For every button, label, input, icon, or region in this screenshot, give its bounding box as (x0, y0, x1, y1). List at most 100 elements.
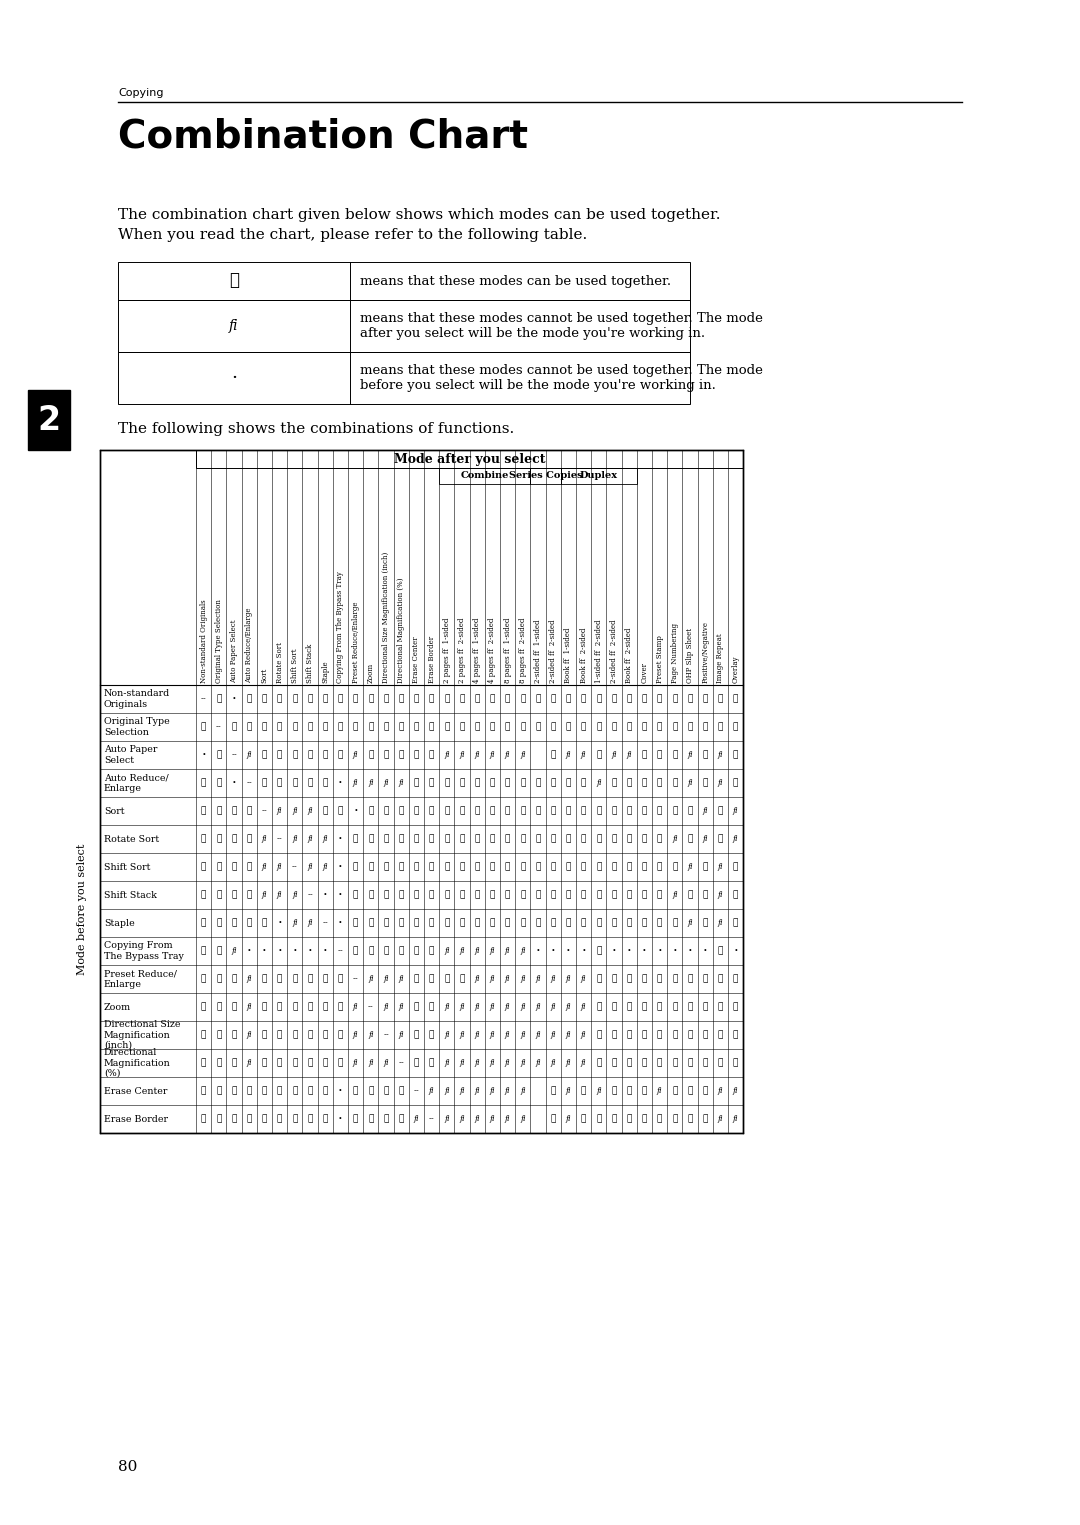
Text: ☆: ☆ (276, 1115, 282, 1124)
Text: ☆: ☆ (261, 723, 267, 732)
Text: ☆: ☆ (489, 918, 495, 927)
Bar (530, 468, 561, 483)
Text: ☆: ☆ (229, 273, 239, 290)
Text: ☆: ☆ (444, 891, 449, 900)
Text: ☆: ☆ (383, 834, 389, 843)
Text: fi: fi (474, 1058, 480, 1068)
Text: ☆: ☆ (444, 974, 449, 984)
Text: ☆: ☆ (718, 1031, 724, 1040)
Text: ·: · (231, 369, 238, 387)
Text: ☆: ☆ (596, 750, 602, 759)
Text: ☆: ☆ (429, 723, 434, 732)
Text: ☆: ☆ (596, 1058, 602, 1068)
Text: ☆: ☆ (733, 974, 739, 984)
Text: ☆: ☆ (292, 694, 297, 703)
Text: ☆: ☆ (201, 1031, 206, 1040)
Text: fi: fi (596, 1087, 602, 1095)
Text: ☆: ☆ (276, 750, 282, 759)
Text: ·: · (293, 944, 297, 958)
Text: ☆: ☆ (399, 834, 404, 843)
Text: Directional Size
Magnification
(inch): Directional Size Magnification (inch) (104, 1020, 180, 1049)
Text: fi: fi (611, 750, 617, 759)
Text: ☆: ☆ (323, 807, 328, 816)
Text: ☆: ☆ (323, 1115, 328, 1124)
Text: Zoom: Zoom (104, 1002, 131, 1011)
Text: ☆: ☆ (626, 807, 632, 816)
Text: ☆: ☆ (611, 918, 617, 927)
Text: ☆: ☆ (596, 918, 602, 927)
Text: fi: fi (353, 1031, 359, 1039)
Text: ·: · (338, 888, 342, 901)
Text: fi: fi (474, 1031, 480, 1039)
Text: fi: fi (566, 1115, 571, 1122)
Text: ☆: ☆ (626, 723, 632, 732)
Text: fi: fi (536, 974, 541, 984)
Text: ☆: ☆ (368, 1086, 374, 1095)
Text: ☆: ☆ (308, 1002, 313, 1011)
Text: ☆: ☆ (261, 750, 267, 759)
Text: fi: fi (307, 807, 313, 814)
Text: ☆: ☆ (429, 1002, 434, 1011)
Text: fi: fi (566, 1087, 571, 1095)
Text: 4 pages ff  1-sided: 4 pages ff 1-sided (473, 618, 482, 683)
Text: ☆: ☆ (657, 1002, 662, 1011)
Text: fi: fi (261, 836, 267, 843)
Text: ☆: ☆ (626, 694, 632, 703)
Text: --: -- (261, 807, 267, 814)
Text: Auto Reduce/
Enlarge: Auto Reduce/ Enlarge (104, 773, 168, 793)
Text: ☆: ☆ (626, 1058, 632, 1068)
Text: ☆: ☆ (246, 1115, 252, 1124)
Text: fi: fi (551, 1031, 556, 1039)
Text: ☆: ☆ (399, 694, 404, 703)
Text: ☆: ☆ (383, 1086, 389, 1095)
Text: Non-standard Originals: Non-standard Originals (200, 599, 207, 683)
Text: Duplex: Duplex (580, 471, 618, 480)
Text: ☆: ☆ (626, 1002, 632, 1011)
Text: ☆: ☆ (323, 1031, 328, 1040)
Text: fi: fi (521, 947, 526, 955)
Text: ☆: ☆ (261, 974, 267, 984)
Text: ☆: ☆ (657, 723, 662, 732)
Text: Shift Stack: Shift Stack (306, 644, 314, 683)
Text: ☆: ☆ (474, 723, 480, 732)
Text: ☆: ☆ (353, 1115, 359, 1124)
Text: fi: fi (551, 974, 556, 984)
Text: ☆: ☆ (444, 834, 449, 843)
Text: fi: fi (566, 1003, 571, 1011)
Text: ☆: ☆ (566, 834, 571, 843)
Text: ☆: ☆ (216, 1115, 221, 1124)
Text: fi: fi (717, 920, 724, 927)
Text: ☆: ☆ (216, 778, 221, 787)
Text: ☆: ☆ (383, 863, 389, 871)
Text: ☆: ☆ (292, 1002, 297, 1011)
Text: fi: fi (702, 807, 708, 814)
Text: ☆: ☆ (611, 778, 617, 787)
Text: ☆: ☆ (201, 834, 206, 843)
Text: fi: fi (566, 1031, 571, 1039)
Text: ☆: ☆ (338, 1002, 343, 1011)
Text: fi: fi (459, 1031, 464, 1039)
Text: ☆: ☆ (246, 891, 252, 900)
Text: ☆: ☆ (489, 778, 495, 787)
Text: ☆: ☆ (383, 947, 389, 956)
Text: ☆: ☆ (702, 1086, 707, 1095)
Text: ☆: ☆ (383, 918, 389, 927)
Text: ·: · (338, 776, 342, 790)
Text: Auto Paper
Select: Auto Paper Select (104, 746, 158, 764)
Text: ☆: ☆ (581, 694, 586, 703)
Text: ☆: ☆ (338, 723, 343, 732)
Text: ·: · (338, 917, 342, 930)
Text: ☆: ☆ (626, 834, 632, 843)
Text: Original Type
Selection: Original Type Selection (104, 717, 170, 737)
Text: --: -- (338, 947, 343, 955)
Text: fi: fi (581, 1003, 586, 1011)
Text: ☆: ☆ (657, 1031, 662, 1040)
Text: ☆: ☆ (642, 834, 647, 843)
Text: fi: fi (504, 1003, 511, 1011)
Text: ☆: ☆ (414, 807, 419, 816)
Text: ☆: ☆ (414, 947, 419, 956)
Text: ☆: ☆ (672, 1002, 677, 1011)
Text: 2-sided ff  2-sided: 2-sided ff 2-sided (550, 619, 557, 683)
Text: ☆: ☆ (642, 694, 647, 703)
Text: ☆: ☆ (596, 1031, 602, 1040)
